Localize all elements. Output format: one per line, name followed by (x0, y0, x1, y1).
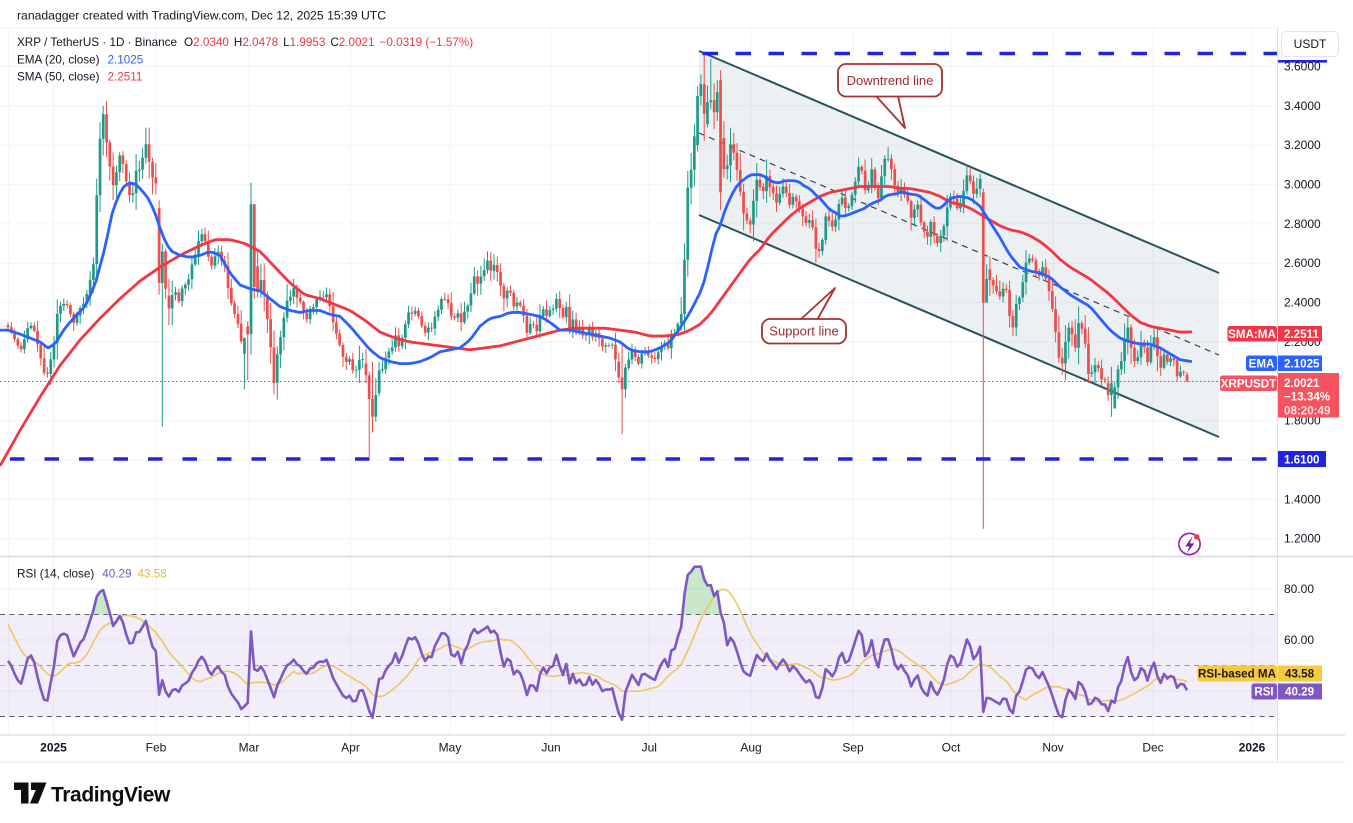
svg-text:Aug: Aug (740, 741, 761, 755)
svg-text:ranadagger created with Tradin: ranadagger created with TradingView.com,… (17, 9, 386, 23)
svg-text:08:20:49: 08:20:49 (1284, 404, 1331, 417)
svg-text:2.4000: 2.4000 (1284, 296, 1321, 310)
svg-text:3.0000: 3.0000 (1284, 178, 1321, 192)
svg-text:SMA:MA: SMA:MA (1228, 328, 1276, 341)
svg-text:1.6100: 1.6100 (1284, 453, 1319, 466)
svg-text:3.2000: 3.2000 (1284, 138, 1321, 152)
svg-text:Support line: Support line (769, 324, 838, 339)
svg-text:Oct: Oct (942, 741, 961, 755)
svg-text:EMA (20, close)2.1025: EMA (20, close) 2.1025 (17, 54, 144, 67)
svg-text:2.2511: 2.2511 (1284, 328, 1319, 341)
svg-text:80.00: 80.00 (1284, 582, 1314, 596)
svg-text:Dec: Dec (1142, 741, 1163, 755)
svg-text:Feb: Feb (146, 741, 167, 755)
svg-text:3.4000: 3.4000 (1284, 99, 1321, 113)
svg-text:May: May (439, 741, 462, 755)
svg-text:2.8000: 2.8000 (1284, 217, 1321, 231)
svg-text:SMA (50, close)2.2511: SMA (50, close) 2.2511 (17, 71, 142, 84)
svg-text:2026: 2026 (1239, 741, 1266, 755)
svg-text:Mar: Mar (239, 741, 260, 755)
svg-text:USDT: USDT (1294, 37, 1327, 51)
svg-text:2.0021: 2.0021 (1284, 377, 1320, 390)
svg-text:Sep: Sep (842, 741, 864, 755)
svg-text:60.00: 60.00 (1284, 633, 1314, 647)
svg-text:XRPUSDT: XRPUSDT (1221, 377, 1276, 390)
svg-text:2.1025: 2.1025 (1284, 357, 1320, 370)
svg-text:3.6000: 3.6000 (1284, 60, 1321, 74)
svg-text:Jun: Jun (541, 741, 560, 755)
svg-text:Nov: Nov (1042, 741, 1063, 755)
svg-text:2.6000: 2.6000 (1284, 256, 1321, 270)
svg-text:RSI-based MA: RSI-based MA (1198, 668, 1277, 681)
svg-text:1.2000: 1.2000 (1284, 532, 1321, 546)
svg-text:Apr: Apr (341, 741, 360, 755)
svg-text:RSI: RSI (1254, 686, 1273, 699)
svg-text:−13.34%: −13.34% (1284, 391, 1330, 404)
svg-text:40.29: 40.29 (1285, 686, 1315, 699)
svg-text:2025: 2025 (40, 741, 67, 755)
svg-text:TradingView: TradingView (51, 784, 171, 807)
svg-text:43.58: 43.58 (1285, 668, 1315, 681)
svg-text:Jul: Jul (642, 741, 657, 755)
svg-text:Downtrend line: Downtrend line (847, 73, 934, 88)
svg-text:EMA: EMA (1249, 357, 1275, 370)
svg-text:1.4000: 1.4000 (1284, 492, 1321, 506)
